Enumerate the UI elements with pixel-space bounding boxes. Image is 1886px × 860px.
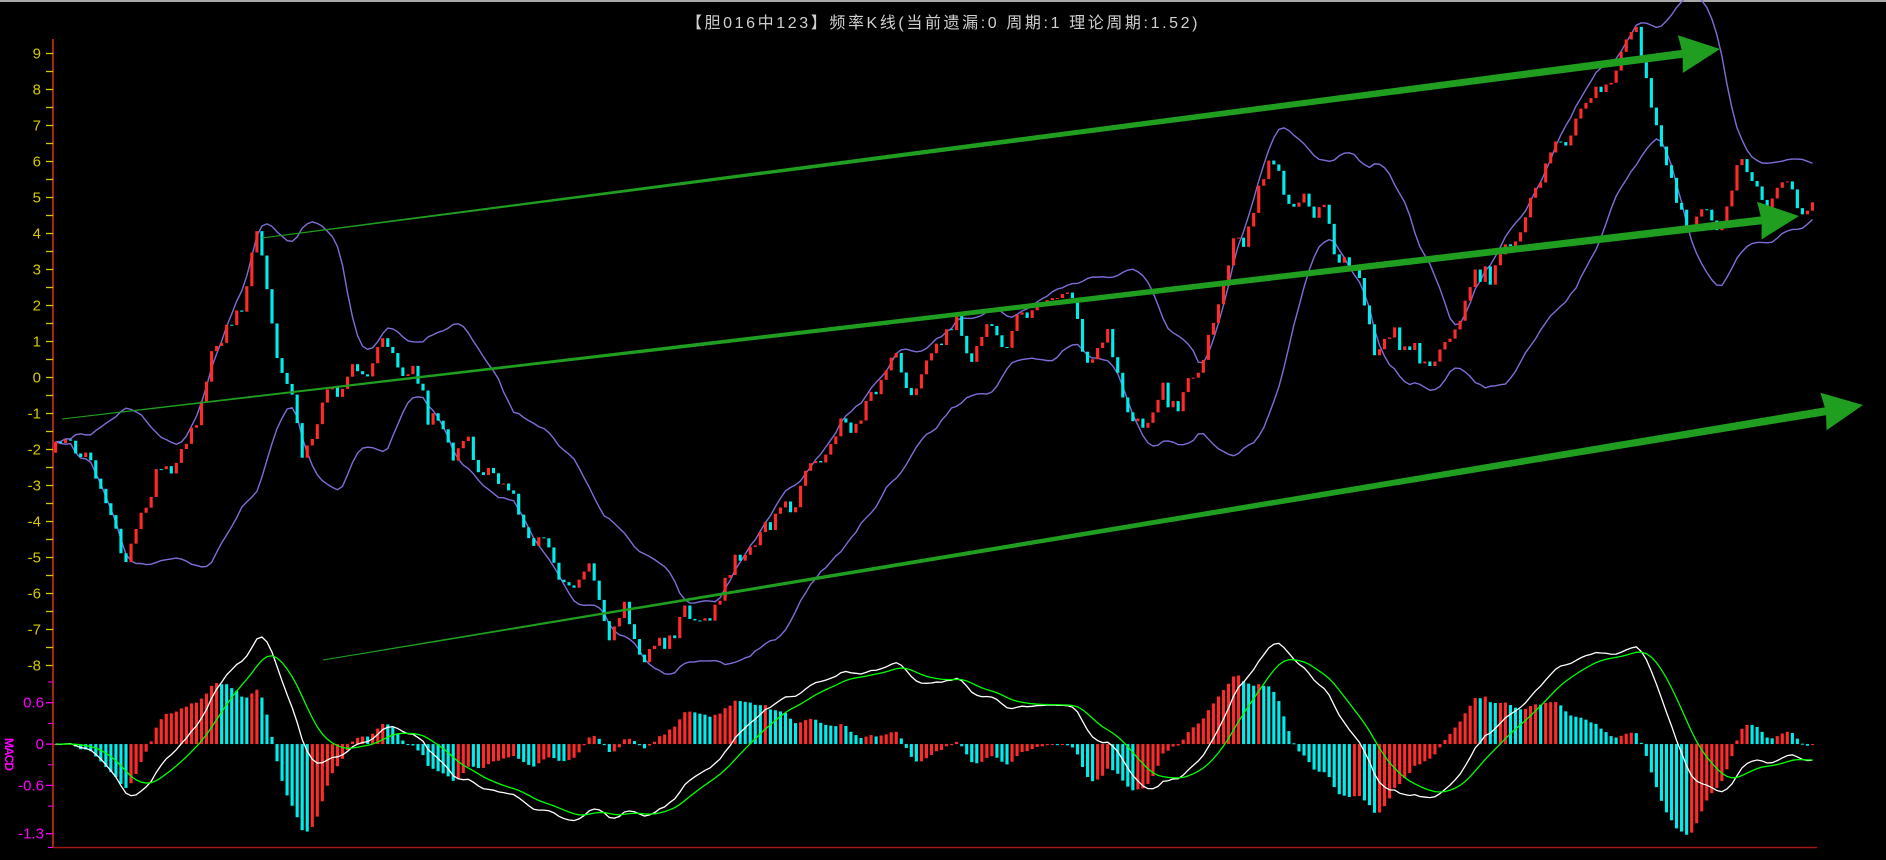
svg-text:6: 6 <box>33 154 41 171</box>
svg-text:-8: -8 <box>28 658 41 675</box>
svg-text:-6: -6 <box>28 586 41 603</box>
svg-text:-7: -7 <box>28 622 41 639</box>
svg-text:0.6: 0.6 <box>23 695 44 712</box>
svg-text:0: 0 <box>33 370 41 387</box>
svg-text:0: 0 <box>36 736 44 753</box>
svg-text:5: 5 <box>33 190 41 207</box>
svg-text:1: 1 <box>33 334 41 351</box>
svg-text:-1: -1 <box>28 406 41 423</box>
svg-text:-4: -4 <box>28 514 41 531</box>
svg-text:-3: -3 <box>28 478 41 495</box>
svg-text:2: 2 <box>33 298 41 315</box>
svg-text:3: 3 <box>33 262 41 279</box>
svg-text:-1.3: -1.3 <box>18 826 44 843</box>
svg-text:-2: -2 <box>28 442 41 459</box>
svg-text:9: 9 <box>33 46 41 63</box>
svg-text:MACD: MACD <box>2 738 16 771</box>
svg-text:4: 4 <box>33 226 41 243</box>
svg-text:-0.6: -0.6 <box>18 777 44 794</box>
svg-text:-5: -5 <box>28 550 41 567</box>
svg-text:8: 8 <box>33 82 41 99</box>
svg-text:7: 7 <box>33 118 41 135</box>
